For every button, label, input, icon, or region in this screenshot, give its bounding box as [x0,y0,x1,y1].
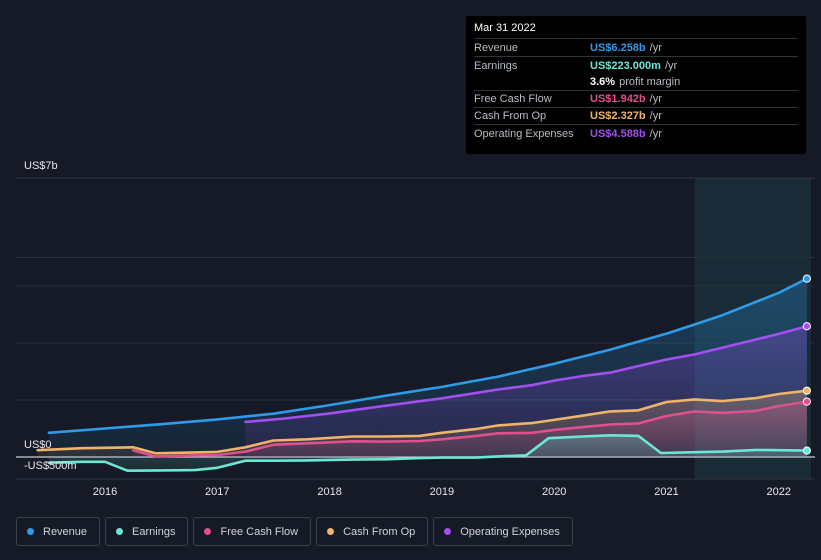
tooltip-row-margin: 3.6% profit margin [474,74,798,91]
end-marker-operating-expenses [802,322,811,331]
tooltip-value: US$223.000m [590,59,661,72]
tooltip-unit: /yr [664,59,678,72]
legend-dot-icon [444,528,452,535]
tooltip-label: Operating Expenses [474,127,574,140]
tooltip-unit: /yr [649,93,662,105]
legend-earnings[interactable]: Earnings [105,517,189,546]
tooltip-value: US$4.588b [590,127,646,140]
chart-legend: Revenue Earnings Free Cash Flow Cash Fro… [16,517,573,546]
line-cash-from-op [36,389,809,455]
tooltip-value: US$6.258b [590,42,646,54]
legend-label: Revenue [43,525,88,538]
legend-dot-icon [27,528,34,535]
x-tick-label: 2020 [542,486,566,498]
tooltip-row-opex: Operating Expenses US$4.588b /yr [474,125,798,142]
end-marker-earnings [802,446,811,455]
tooltip-label: Cash From Op [474,110,547,122]
tooltip-label: Free Cash Flow [474,93,552,105]
tooltip-unit: /yr [649,110,662,122]
tooltip-date: Mar 31 2022 [474,22,798,39]
y-zero-label: US$0 [24,439,52,451]
tooltip-label: Earnings [474,59,518,72]
legend-label: Operating Expenses [460,525,560,538]
x-tick-label: 2016 [93,486,117,498]
legend-revenue[interactable]: Revenue [16,517,101,546]
legend-label: Earnings [132,525,176,538]
legend-dot-icon [327,528,335,535]
legend-label: Free Cash Flow [220,525,299,538]
tooltip-unit: profit margin [619,76,681,88]
legend-dot-icon [116,528,124,535]
tooltip-row-fcf: Free Cash Flow US$1.942b /yr [474,91,798,108]
tooltip-unit: /yr [649,42,662,54]
tooltip-value: 3.6% [590,76,616,88]
x-tick-label: 2018 [317,486,341,498]
x-tick-label: 2019 [430,486,454,498]
chart-plot: 2016 2017 2018 2019 2020 2021 2022 [16,177,815,498]
data-tooltip: Mar 31 2022 Revenue US$6.258b /yr Earnin… [466,16,806,154]
line-earnings [47,434,809,472]
tooltip-row-cfo: Cash From Op US$2.327b /yr [474,108,798,125]
tooltip-value: US$2.327b [590,110,646,122]
line-operating-expenses [244,324,809,424]
x-tick-label: 2021 [654,486,678,498]
legend-dot-icon [204,528,212,535]
line-free-cash-flow [131,400,809,458]
tooltip-row-earnings: Earnings US$223.000m /yr [474,57,798,74]
tooltip-unit: /yr [649,127,662,140]
x-tick-label: 2017 [205,486,229,498]
legend-free-cash-flow[interactable]: Free Cash Flow [193,517,312,546]
line-revenue [47,277,809,435]
y-top-label: US$7b [24,160,58,172]
legend-label: Cash From Op [343,525,416,538]
legend-operating-expenses[interactable]: Operating Expenses [433,517,573,546]
tooltip-value: US$1.942b [590,93,646,105]
y-neg-label: -US$500m [24,460,77,472]
x-tick-label: 2022 [767,486,791,498]
tooltip-label: Revenue [474,42,519,54]
end-marker-free-cash-flow [802,397,811,406]
tooltip-row-revenue: Revenue US$6.258b /yr [474,40,798,57]
end-marker-revenue [802,274,811,283]
end-marker-cash-from-op [802,386,811,395]
legend-cash-from-op[interactable]: Cash From Op [316,517,429,546]
